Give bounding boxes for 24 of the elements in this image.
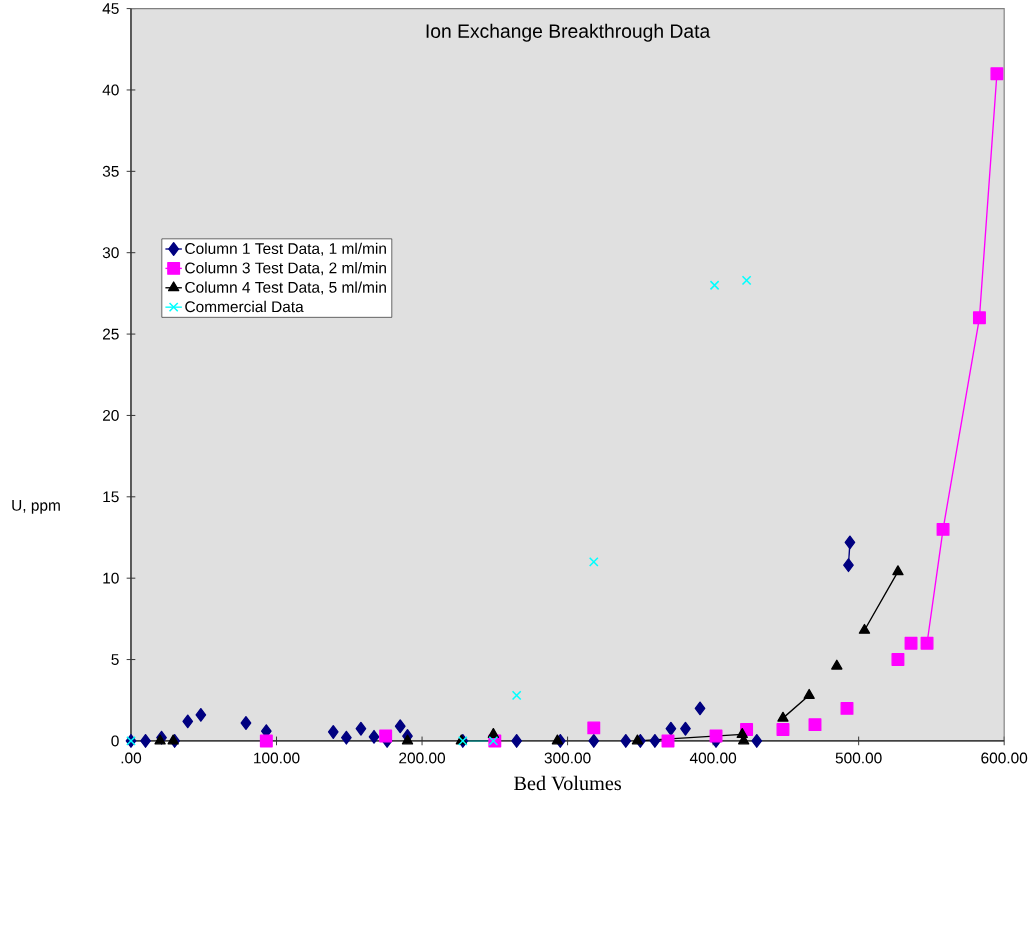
y-tick-label: 45 [102,3,119,14]
y-axis-title: U, ppm [12,500,60,514]
x-tick-label: 500.00 [835,752,882,764]
text: Ion Exchange Breakthrough Data [426,23,711,42]
y-tick-label: 30 [102,247,119,259]
y-tick-label: 20 [102,409,119,421]
x-tick-label: 100.00 [254,752,300,764]
y-tick-label: 10 [103,572,119,584]
y-tick-label: 40 [102,84,119,96]
legend-label: Column 4 Test Data, 5 ml/min [185,281,386,295]
x-tick-label: 400.00 [689,752,737,764]
x-tick-label: 200.00 [399,752,446,764]
y-tick-label: 25 [102,328,119,340]
y-tick-label: 35 [102,165,119,177]
legend-label: Column 1 Test Data, 1 ml/min [185,242,386,256]
legend-label: Commercial Data [185,300,304,313]
y-tick-label: 0 [111,735,119,747]
y-tick-label: 15 [103,491,119,503]
x-tick-label: 600.00 [981,752,1028,764]
y-tick-label: 5 [111,654,119,665]
legend-label: Column 3 Test Data, 2 ml/min [185,262,386,276]
x-tick-label: 300.00 [544,752,591,764]
x-axis-title: Bed Volumes [514,775,622,791]
x-tick-label: .00 [121,752,142,764]
